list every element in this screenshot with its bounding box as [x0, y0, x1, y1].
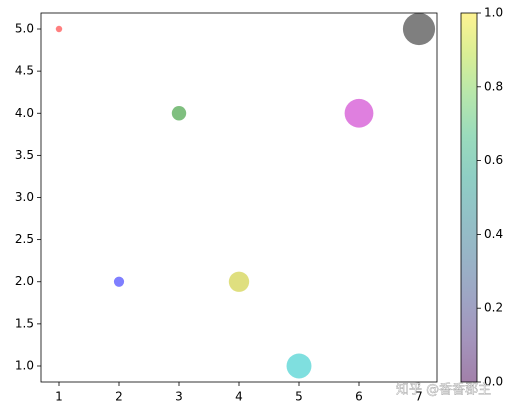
x-tick-label: 1 — [55, 390, 63, 404]
point — [286, 353, 312, 379]
y-tick-label: 1.5 — [15, 316, 34, 330]
point — [402, 12, 436, 46]
axes-frame — [40, 12, 438, 383]
colorbar-tick-label: 0.8 — [484, 79, 503, 93]
point — [228, 271, 250, 292]
colorbar-tick-label: 0.4 — [484, 227, 503, 241]
x-tick-label: 3 — [175, 390, 183, 404]
point — [113, 276, 125, 287]
x-tick-label: 2 — [115, 390, 123, 404]
y-tick-label: 4.5 — [15, 64, 34, 78]
point — [171, 106, 187, 121]
colorbar-tick-label: 0.6 — [484, 153, 503, 167]
y-tick-label: 2.0 — [15, 274, 34, 288]
watermark: 知乎 @香香郡主 — [396, 382, 491, 398]
colorbar-tick-label: 1.0 — [484, 6, 503, 20]
y-tick-label: 5.0 — [15, 22, 34, 36]
y-tick-label: 1.0 — [15, 358, 34, 372]
x-tick-label: 4 — [235, 390, 243, 404]
x-tick-label: 7 — [415, 390, 423, 404]
x-tick-label: 6 — [355, 390, 363, 404]
colorbar-tick-label: 0.2 — [484, 301, 503, 315]
x-tick-label: 5 — [295, 390, 303, 404]
y-tick-label: 3.5 — [15, 148, 34, 162]
colorbar-frame — [460, 12, 478, 383]
colorbar-tick-label: 0.0 — [484, 375, 503, 389]
y-tick-label: 2.5 — [15, 232, 34, 246]
point — [55, 25, 63, 33]
y-tick-label: 3.0 — [15, 190, 34, 204]
colorbar — [461, 13, 477, 382]
point — [344, 98, 374, 128]
y-tick-label: 4.0 — [15, 106, 34, 120]
